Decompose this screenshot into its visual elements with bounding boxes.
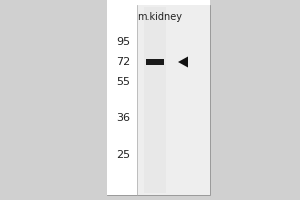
Bar bbox=[146, 59, 164, 65]
Bar bbox=[137, 5, 210, 195]
Text: 72: 72 bbox=[116, 57, 130, 67]
Text: m.kidney: m.kidney bbox=[137, 12, 182, 22]
Polygon shape bbox=[178, 56, 188, 68]
Bar bbox=[107, 5, 137, 195]
Text: 25: 25 bbox=[116, 150, 130, 160]
Text: 55: 55 bbox=[116, 77, 130, 87]
Bar bbox=[144, 7, 166, 193]
Bar bbox=[0, 195, 300, 200]
Bar bbox=[210, 0, 300, 200]
Bar bbox=[144, 7, 166, 193]
Bar bbox=[107, 5, 210, 195]
Text: 95: 95 bbox=[116, 37, 130, 47]
Text: 36: 36 bbox=[116, 113, 130, 123]
Bar bbox=[0, 0, 107, 200]
